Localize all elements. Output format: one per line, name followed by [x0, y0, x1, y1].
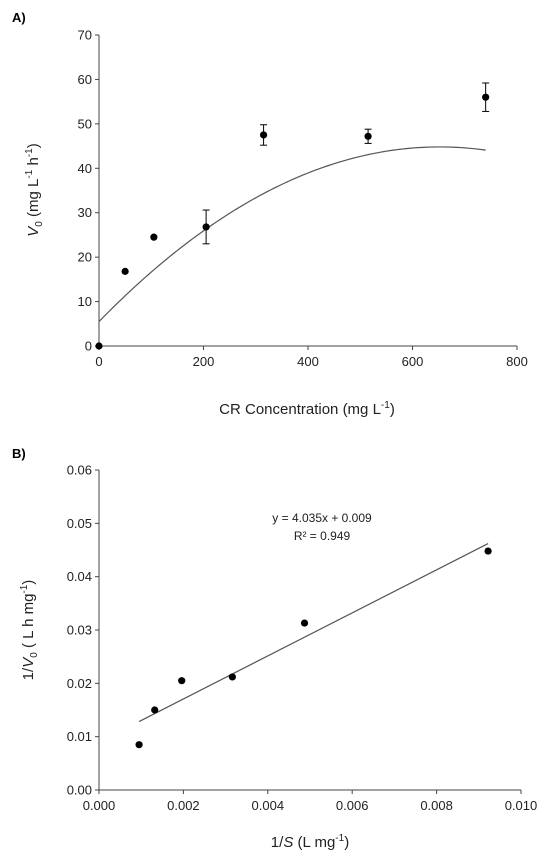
chart-a-points: [95, 82, 490, 350]
chart-b-data-point: [484, 547, 492, 555]
chart-a-y-title-sup2: -1: [24, 148, 35, 157]
chart-a-y-title-end: ): [25, 143, 42, 148]
chart-b-points: [135, 547, 492, 749]
chart-b-x-tick-labels: 0.000 0.002 0.004 0.006 0.008 0.010: [83, 798, 538, 813]
chart-a-y-title-var: V: [25, 225, 42, 237]
chart-a-y-title-sub: 0: [34, 221, 45, 227]
chart-a-data-point: [482, 93, 490, 101]
chart-a-y-tick-label: 20: [78, 250, 92, 265]
chart-b-data-point: [135, 741, 143, 749]
chart-b-x-title-var: S: [283, 834, 293, 851]
chart-a-x-tick-label: 0: [95, 354, 102, 369]
chart-b-x-tick-label: 0.004: [252, 798, 285, 813]
chart-a-data-point: [202, 223, 210, 231]
chart-a-x-tick-label: 200: [193, 354, 215, 369]
chart-a-data-point: [95, 342, 103, 350]
chart-a: A) 0 10 20 30 40 50 60 70 0 200 400 600 800 CR Conc…: [12, 10, 528, 418]
chart-b-x-title-pre: 1/: [271, 834, 284, 851]
chart-a-x-title-sup: -1: [381, 400, 390, 411]
chart-a-x-tick-label: 600: [402, 354, 424, 369]
chart-b-trendline: [138, 543, 489, 723]
chart-b-tick-marks: [95, 469, 522, 794]
chart-a-x-title-end: ): [390, 401, 395, 418]
chart-b-y-tick-label: 0.05: [67, 516, 92, 531]
chart-a-y-axis-title: V0 (mg L-1 h-1): [24, 143, 45, 236]
chart-a-y-tick-label: 0: [85, 339, 92, 354]
chart-b-x-title-mid: (L mg: [293, 834, 335, 851]
chart-a-x-title-main: CR Concentration (mg L: [219, 401, 381, 418]
chart-b-y-tick-label: 0.00: [67, 783, 92, 798]
chart-b-x-tick-label: 0.002: [167, 798, 200, 813]
chart-a-x-tick-label: 800: [506, 354, 528, 369]
chart-b-y-tick-label: 0.06: [67, 463, 92, 478]
chart-b-y-title-var: V: [20, 656, 37, 668]
chart-b-x-tick-label: 0.010: [505, 798, 538, 813]
chart-b-data-point: [228, 673, 236, 681]
chart-b-y-title-sub: 0: [29, 652, 40, 658]
chart-b-x-axis-title: 1/S (L mg-1): [271, 833, 349, 851]
chart-b-panel-label: B): [12, 446, 26, 461]
chart-b: B) 0.000.010.020.030.040.050.06 0.000 0.0…: [12, 446, 537, 851]
chart-b-x-tick-label: 0.006: [336, 798, 369, 813]
chart-a-data-point: [121, 267, 129, 275]
chart-b-r-squared: R² = 0.949: [294, 529, 351, 543]
chart-a-y-title-mid2: h: [25, 157, 42, 170]
chart-b-y-title-mid: ( L h mg: [20, 594, 37, 653]
chart-b-x-title-sup: -1: [335, 833, 344, 844]
chart-b-y-title-end: ): [20, 580, 37, 585]
chart-a-data-point: [150, 233, 158, 241]
chart-a-y-tick-label: 40: [78, 161, 92, 176]
chart-b-x-tick-label: 0.008: [420, 798, 453, 813]
chart-b-y-tick-labels: 0.00 0.01 0.02 0.03 0.04 0.05 0.06: [67, 463, 92, 798]
chart-a-fit-curve: [98, 146, 486, 322]
chart-a-y-tick-label: 30: [78, 205, 92, 220]
chart-b-y-axis-title: 1/V0 ( L h mg-1): [19, 580, 40, 681]
chart-a-x-tick-label: 400: [297, 354, 319, 369]
chart-a-panel-label: A): [12, 10, 26, 25]
chart-b-y-tick-label: 0.04: [67, 569, 92, 584]
chart-b-data-point: [151, 706, 159, 714]
chart-a-data-point: [259, 131, 268, 139]
chart-a-x-axis-title: CR Concentration (mg L-1): [219, 400, 395, 418]
chart-b-y-title-pre: 1/: [20, 667, 37, 680]
chart-a-y-title-mid: (mg L: [25, 179, 42, 222]
chart-a-data-point: [364, 132, 372, 140]
chart-a-tick-marks: [95, 34, 518, 350]
chart-b-y-tick-label: 0.01: [67, 729, 92, 744]
chart-a-y-tick-label: 10: [78, 294, 92, 309]
chart-a-x-tick-labels: 0 200 400 600 800: [95, 354, 527, 369]
chart-b-data-point: [300, 619, 309, 627]
chart-b-data-point: [178, 677, 186, 685]
chart-b-y-title-sup: -1: [19, 584, 30, 593]
chart-a-y-tick-label: 50: [78, 116, 92, 131]
chart-b-y-tick-label: 0.03: [67, 623, 92, 638]
chart-a-y-tick-label: 60: [78, 72, 92, 87]
chart-a-y-title-sup1: -1: [24, 169, 35, 178]
chart-b-x-title-end: ): [344, 834, 349, 851]
chart-b-x-tick-label: 0.000: [83, 798, 116, 813]
chart-b-y-tick-label: 0.02: [67, 676, 92, 691]
chart-b-equation: y = 4.035x + 0.009: [272, 511, 372, 525]
chart-a-y-tick-labels: 0 10 20 30 40 50 60 70: [78, 28, 92, 354]
chart-a-y-tick-label: 70: [78, 28, 92, 43]
